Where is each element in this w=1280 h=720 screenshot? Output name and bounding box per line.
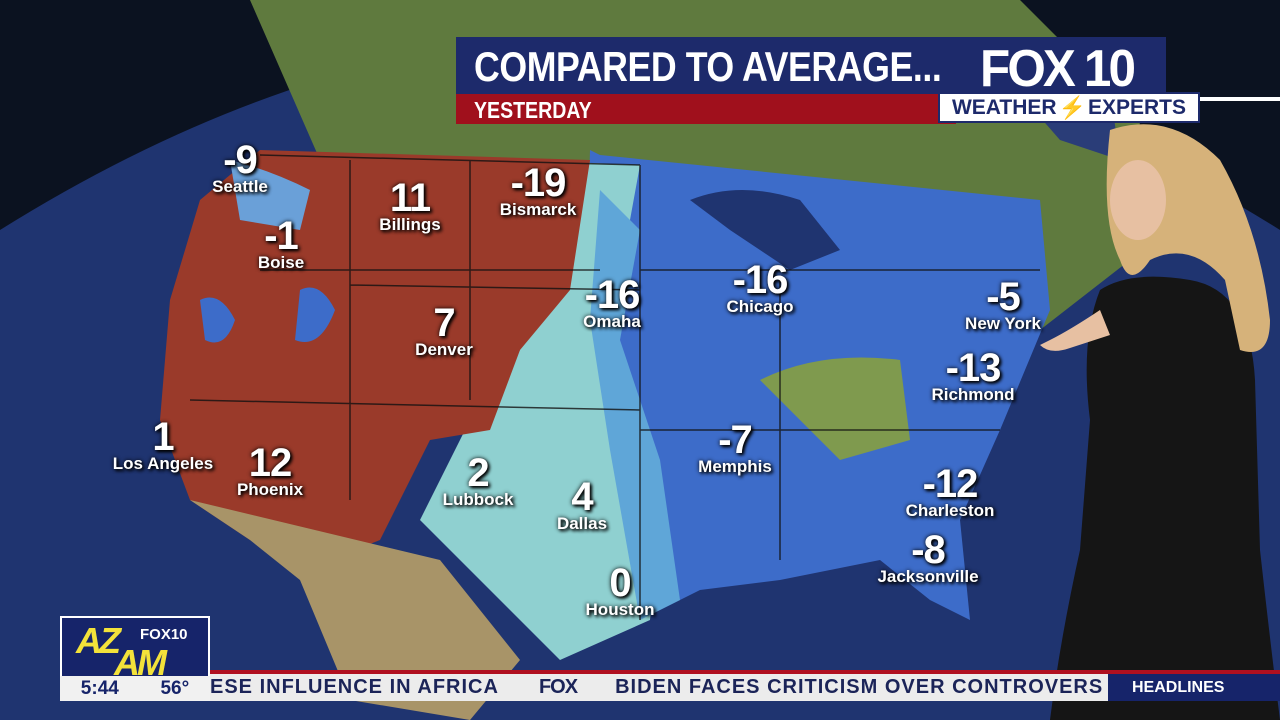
header-subtitle-bar xyxy=(456,94,956,124)
city-name: Richmond xyxy=(931,385,1015,404)
city-seattle: -9 Seattle xyxy=(212,140,268,195)
city-houston: 0 Houston xyxy=(586,563,655,618)
city-charleston: -12 Charleston xyxy=(906,464,995,519)
city-los-angeles: 1 Los Angeles xyxy=(113,417,213,472)
mexico-land xyxy=(190,500,520,720)
fox-ticker-logo: FOX xyxy=(538,676,578,698)
city-phoenix: 12 Phoenix xyxy=(237,443,303,498)
city-value: -12 xyxy=(922,462,979,506)
city-omaha: -16 Omaha xyxy=(583,275,641,330)
city-name: Houston xyxy=(585,600,655,619)
graphic-header: COMPARED TO AVERAGE... YESTERDAY FOX 10 … xyxy=(456,37,1200,125)
west-region-above xyxy=(160,150,590,560)
city-new-york: -5 New York xyxy=(965,277,1041,332)
ticker-accent xyxy=(210,670,1280,674)
city-chicago: -16 Chicago xyxy=(726,260,793,315)
city-name: Bismarck xyxy=(499,200,577,219)
logo-az: AZ xyxy=(76,620,121,661)
city-name: Phoenix xyxy=(236,480,304,499)
city-jacksonville: -8 Jacksonville xyxy=(877,530,978,585)
city-value: -1 xyxy=(264,214,299,258)
city-value: -19 xyxy=(510,161,567,205)
city-name: Charleston xyxy=(905,501,995,520)
city-boise: -1 Boise xyxy=(258,216,304,271)
city-denver: 7 Denver xyxy=(415,303,473,358)
city-name: Chicago xyxy=(726,297,794,316)
city-value: -13 xyxy=(945,346,1002,390)
ticker-section-label: HEADLINES xyxy=(1108,674,1280,701)
city-name: Billings xyxy=(379,215,441,234)
weather-experts-badge: WEATHER ⚡ EXPERTS xyxy=(938,92,1200,123)
city-richmond: -13 Richmond xyxy=(931,348,1014,403)
city-value: 11 xyxy=(389,176,431,220)
city-value: -16 xyxy=(732,258,789,302)
header-title-bar xyxy=(456,37,1166,94)
city-name: Denver xyxy=(415,340,473,359)
ticker-item: ESE INFLUENCE IN AFRICA xyxy=(210,676,499,698)
city-value: 0 xyxy=(609,561,631,605)
fox10-logo: FOX 10 xyxy=(980,40,1136,98)
city-value: -7 xyxy=(718,418,753,462)
city-name: Boise xyxy=(257,253,305,272)
city-value: 4 xyxy=(571,475,593,519)
city-value: 1 xyxy=(152,415,174,459)
city-value: -8 xyxy=(911,528,946,572)
lightning-bolt-icon: ⚡ xyxy=(1058,94,1086,120)
news-ticker: ESE INFLUENCE IN AFRICA FOX BIDEN FACES … xyxy=(210,674,1108,701)
city-value: -9 xyxy=(223,138,258,182)
city-dallas: 4 Dallas xyxy=(557,477,607,532)
badge-right: EXPERTS xyxy=(1087,95,1187,119)
meteorologist-figure xyxy=(1040,124,1280,720)
city-name: Lubbock xyxy=(442,490,514,509)
city-name: Dallas xyxy=(556,514,608,533)
time-temp-box: 5:44 56° xyxy=(60,676,210,701)
great-lakes xyxy=(690,190,840,270)
current-temp: 56° xyxy=(160,677,190,699)
city-value: 7 xyxy=(433,301,455,345)
city-lubbock: 2 Lubbock xyxy=(443,453,514,508)
city-name: Memphis xyxy=(698,457,772,476)
header-title: COMPARED TO AVERAGE... xyxy=(474,43,942,90)
city-value: 2 xyxy=(467,451,489,495)
header-subtitle: YESTERDAY xyxy=(474,97,592,123)
logo-station: FOX10 xyxy=(140,626,188,643)
city-name: New York xyxy=(965,314,1041,333)
city-name: Los Angeles xyxy=(112,454,214,473)
city-bismarck: -19 Bismarck xyxy=(500,163,577,218)
az-am-logo: AZ FOX10 AM xyxy=(60,616,210,683)
city-name: Jacksonville xyxy=(877,567,979,586)
city-memphis: -7 Memphis xyxy=(698,420,772,475)
city-name: Omaha xyxy=(583,312,641,331)
header-rule xyxy=(1200,97,1280,101)
current-time: 5:44 xyxy=(80,677,119,699)
city-value: 12 xyxy=(248,441,293,485)
city-billings: 11 Billings xyxy=(379,178,440,233)
badge-left: WEATHER xyxy=(951,95,1057,119)
city-name: Seattle xyxy=(212,177,268,196)
ticker-item: BIDEN FACES CRITICISM OVER CONTROVERS xyxy=(615,676,1104,698)
city-value: -16 xyxy=(584,273,641,317)
city-value: -5 xyxy=(986,275,1021,319)
